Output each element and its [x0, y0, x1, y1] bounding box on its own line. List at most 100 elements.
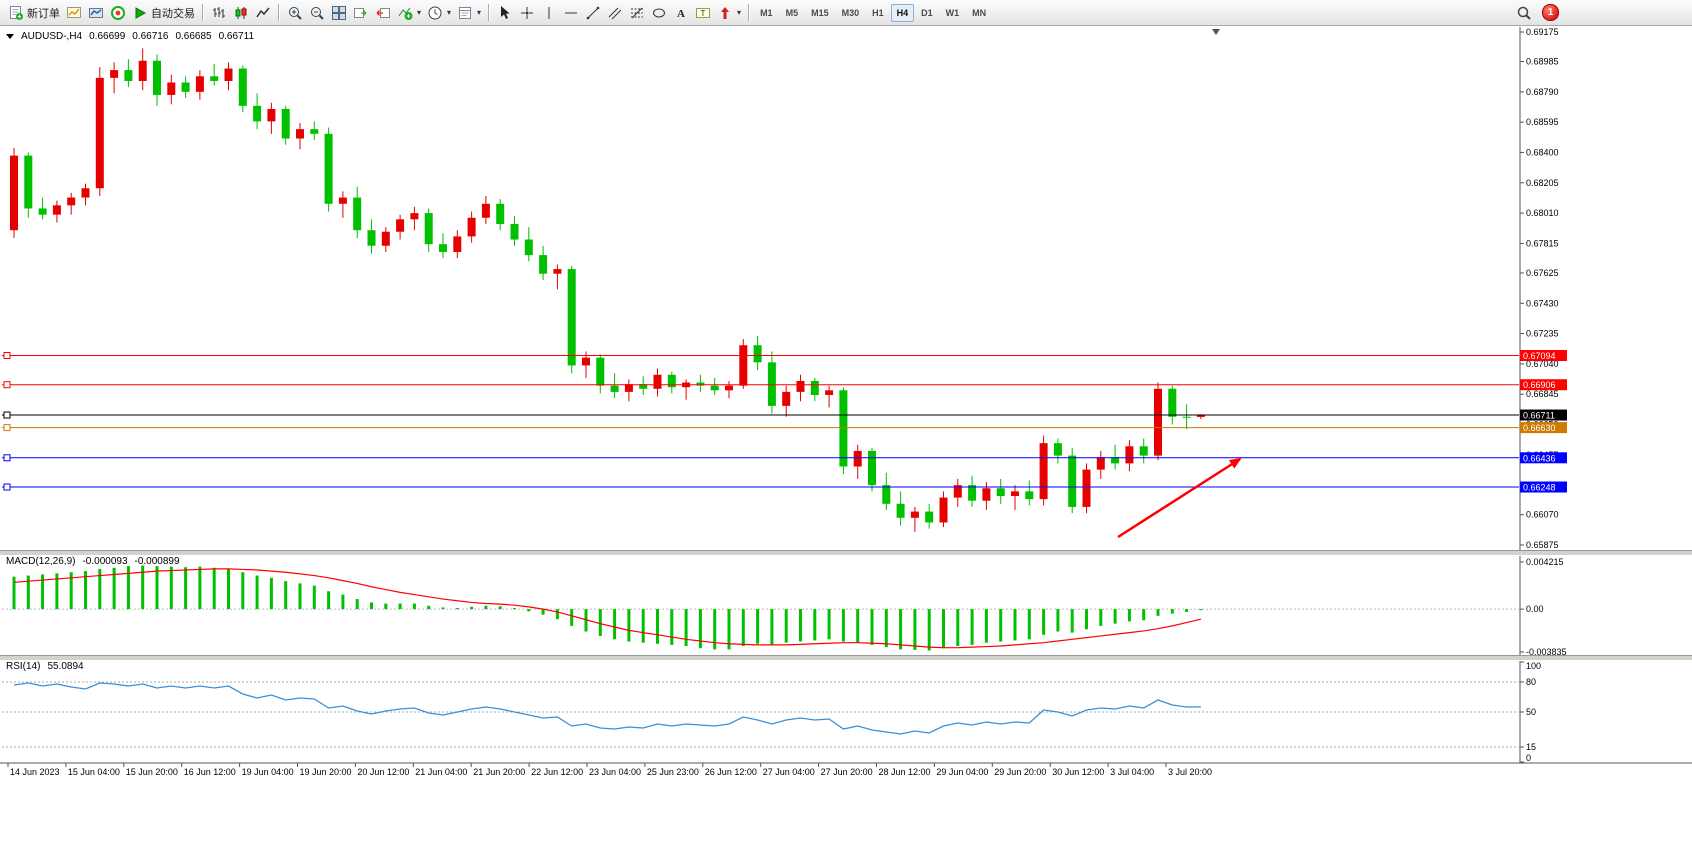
- chart-symbol-period: AUDUSD-,H4: [21, 31, 83, 42]
- svg-text:16 Jun 12:00: 16 Jun 12:00: [184, 767, 236, 777]
- shapes-icon: [651, 5, 667, 21]
- profiles-button[interactable]: [85, 2, 107, 24]
- auto-scroll-button[interactable]: [350, 2, 372, 24]
- macd-name: MACD(12,26,9): [6, 556, 76, 567]
- auto-trading-button[interactable]: 自动交易: [129, 2, 198, 24]
- timeframe-button-h1[interactable]: H1: [866, 4, 890, 22]
- timeframe-button-h4[interactable]: H4: [890, 3, 915, 22]
- chart-shift-icon: [375, 5, 391, 21]
- data-window-button[interactable]: [107, 2, 129, 24]
- cursor-button[interactable]: [494, 2, 516, 24]
- timeframe-button-w1[interactable]: W1: [940, 4, 966, 22]
- line-chart-button[interactable]: [252, 2, 274, 24]
- crosshair-icon: [519, 5, 535, 21]
- dropdown-caret-icon: ▾: [737, 8, 742, 17]
- horizontal-line-0.66711[interactable]: 0.66711: [2, 409, 1567, 421]
- shapes-button[interactable]: [648, 2, 670, 24]
- svg-text:0.67094: 0.67094: [1523, 351, 1556, 361]
- candlestick-chart-icon: [233, 5, 249, 21]
- svg-text:19 Jun 20:00: 19 Jun 20:00: [300, 767, 352, 777]
- chart-shift-marker-icon: [1212, 29, 1220, 35]
- svg-text:29 Jun 04:00: 29 Jun 04:00: [936, 767, 988, 777]
- dropdown-caret-icon: ▾: [417, 8, 422, 17]
- svg-text:0.66436: 0.66436: [1523, 453, 1556, 463]
- svg-text:25 Jun 23:00: 25 Jun 23:00: [647, 767, 699, 777]
- trendline-button[interactable]: [582, 2, 604, 24]
- chart-shift-button[interactable]: [372, 2, 394, 24]
- svg-text:3 Jul 04:00: 3 Jul 04:00: [1110, 767, 1154, 777]
- timeframe-button-m15[interactable]: M15: [805, 4, 835, 22]
- auto-scroll-icon: [353, 5, 369, 21]
- svg-text:22 Jun 12:00: 22 Jun 12:00: [531, 767, 583, 777]
- new-chart-icon: [66, 5, 82, 21]
- tile-windows-button[interactable]: [328, 2, 350, 24]
- templates-icon: [457, 5, 473, 21]
- svg-text:0.66711: 0.66711: [1523, 411, 1555, 421]
- fibonacci-button[interactable]: [626, 2, 648, 24]
- new-order-button[interactable]: 新订单: [5, 2, 63, 24]
- new-chart-button[interactable]: [63, 2, 85, 24]
- toolbar-separator: [748, 4, 751, 21]
- svg-text:19 Jun 04:00: 19 Jun 04:00: [242, 767, 294, 777]
- svg-text:0.69175: 0.69175: [1526, 27, 1559, 37]
- arrows-button[interactable]: ▾: [714, 2, 744, 24]
- svg-text:0.68400: 0.68400: [1526, 147, 1559, 157]
- zoom-in-button[interactable]: [284, 2, 306, 24]
- rsi-line: [13, 682, 1201, 735]
- svg-text:0.67430: 0.67430: [1526, 298, 1559, 308]
- horizontal-line-0.66906[interactable]: 0.66906: [2, 379, 1567, 391]
- svg-text:26 Jun 12:00: 26 Jun 12:00: [705, 767, 757, 777]
- timeframe-button-d1[interactable]: D1: [915, 4, 939, 22]
- timeframe-button-m1[interactable]: M1: [754, 4, 779, 22]
- bar-chart-button[interactable]: [208, 2, 230, 24]
- panel-separator[interactable]: [0, 550, 1692, 556]
- cursor-icon: [497, 5, 513, 21]
- svg-text:21 Jun 04:00: 21 Jun 04:00: [415, 767, 467, 777]
- zoom-out-button[interactable]: [306, 2, 328, 24]
- horizontal-line-0.66630[interactable]: 0.66630: [2, 422, 1567, 434]
- svg-text:0.68010: 0.68010: [1526, 208, 1559, 218]
- svg-text:100: 100: [1526, 661, 1541, 671]
- svg-text:50: 50: [1526, 707, 1536, 717]
- panel-separator[interactable]: [0, 655, 1692, 661]
- horizontal-line-0.66436[interactable]: 0.66436: [2, 452, 1567, 464]
- equidistant-channel-button[interactable]: [604, 2, 626, 24]
- zoom-in-icon: [287, 5, 303, 21]
- horizontal-line-0.67094[interactable]: 0.67094: [2, 350, 1567, 362]
- toolbar-separator: [278, 4, 280, 21]
- svg-text:0.68790: 0.68790: [1526, 87, 1559, 97]
- macd-signal-value: -0.000899: [134, 556, 180, 567]
- periods-button[interactable]: ▾: [424, 2, 454, 24]
- svg-text:0: 0: [1526, 753, 1531, 763]
- text-icon: A: [673, 5, 689, 21]
- toolbar-separator: [202, 4, 204, 21]
- horizontal-line-button[interactable]: [560, 2, 582, 24]
- timeframe-button-m5[interactable]: M5: [780, 4, 805, 22]
- svg-text:28 Jun 12:00: 28 Jun 12:00: [879, 767, 931, 777]
- crosshair-button[interactable]: [516, 2, 538, 24]
- svg-text:0.67625: 0.67625: [1526, 268, 1559, 278]
- zoom-out-icon: [309, 5, 325, 21]
- timeframe-button-m30[interactable]: M30: [836, 4, 866, 22]
- trend-arrow[interactable]: [1117, 457, 1242, 539]
- chart-high-value: 0.66716: [132, 31, 169, 42]
- timeframe-group: M1 M5 M15 M30 H1 H4 D1 W1 MN: [754, 3, 992, 22]
- toolbar-separator: [488, 4, 491, 21]
- templates-button[interactable]: ▾: [454, 2, 484, 24]
- auto-trading-icon: [132, 5, 148, 21]
- indicators-button[interactable]: ▾: [394, 2, 424, 24]
- text-button[interactable]: A: [670, 2, 692, 24]
- notification-badge[interactable]: 1: [1542, 4, 1559, 21]
- timeframe-button-mn[interactable]: MN: [966, 4, 992, 22]
- new-order-label: 新订单: [27, 7, 60, 20]
- svg-text:27 Jun 20:00: 27 Jun 20:00: [821, 767, 873, 777]
- dropdown-caret-icon: ▾: [447, 8, 452, 17]
- symbol-dropdown-icon[interactable]: [6, 34, 14, 39]
- search-button[interactable]: [1513, 2, 1535, 24]
- candlestick-chart-button[interactable]: [230, 2, 252, 24]
- vertical-line-button[interactable]: [538, 2, 560, 24]
- text-label-button[interactable]: T: [692, 2, 714, 24]
- svg-text:15 Jun 20:00: 15 Jun 20:00: [126, 767, 178, 777]
- horizontal-line-0.66248[interactable]: 0.66248: [2, 481, 1567, 493]
